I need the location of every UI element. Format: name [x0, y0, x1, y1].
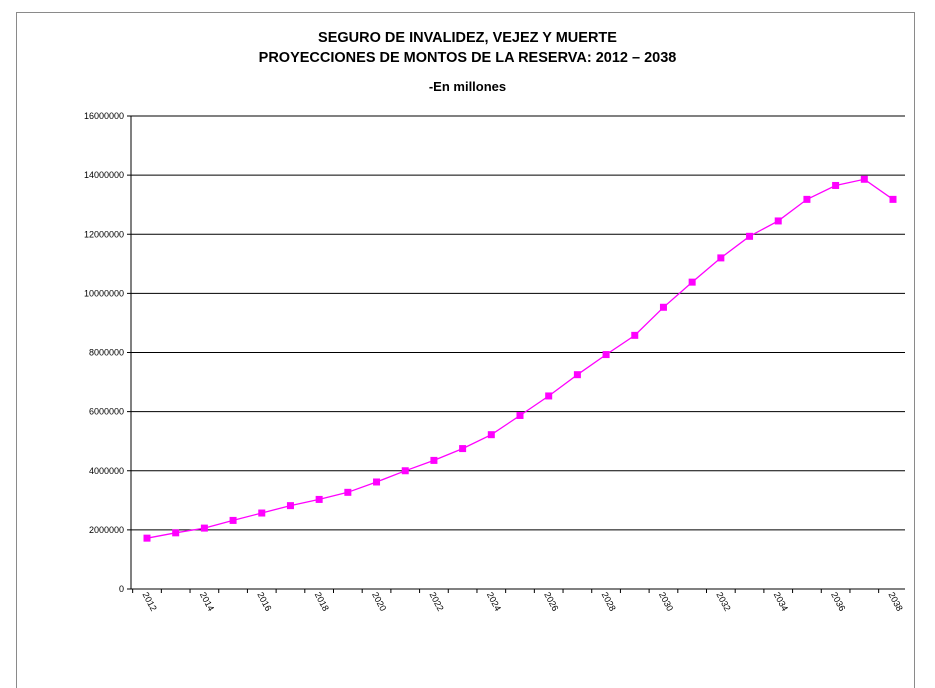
data-point: [746, 232, 754, 240]
chart-subtitle: PROYECCIONES DE MONTOS DE LA RESERVA: 20…: [258, 50, 677, 66]
data-point: [545, 392, 553, 400]
data-point: [487, 431, 495, 439]
x-tick-label: 2028: [600, 590, 618, 612]
x-tick-label: 2034: [772, 590, 790, 612]
x-tick-label: 2038: [887, 590, 905, 612]
data-point: [832, 181, 840, 189]
data-point: [315, 495, 323, 503]
gridlines: [131, 115, 905, 531]
x-axis-ticks: 2012 2014 2016 2018 2020 2022 2024 2026 2028 2030…: [132, 589, 905, 613]
y-tick-label: 0: [119, 584, 124, 594]
x-tick-label: 2026: [542, 590, 560, 612]
data-point: [286, 502, 294, 510]
chart-units-note: -En millones: [428, 79, 507, 94]
y-tick-label: 4000000: [89, 466, 124, 476]
x-tick-label: 2012: [141, 590, 159, 612]
y-tick-label: 16000000: [84, 111, 124, 121]
data-point: [516, 411, 524, 419]
data-point: [200, 524, 208, 532]
y-tick-label: 14000000: [84, 170, 124, 180]
data-point: [573, 371, 581, 379]
y-tick-label: 10000000: [84, 288, 124, 298]
series-line: [146, 178, 894, 539]
x-tick-label: 2018: [313, 590, 331, 612]
data-point: [344, 488, 352, 496]
data-point: [803, 195, 811, 203]
y-tick-label: 12000000: [84, 229, 124, 239]
x-tick-label: 2030: [657, 590, 675, 612]
x-tick-label: 2014: [198, 590, 216, 612]
x-tick-label: 2022: [427, 590, 445, 612]
data-point: [631, 331, 639, 339]
y-tick-label: 8000000: [89, 348, 124, 358]
data-point: [889, 195, 897, 203]
data-point: [659, 303, 667, 311]
x-tick-label: 2016: [255, 590, 273, 612]
data-point: [430, 456, 438, 464]
data-point: [229, 516, 237, 524]
chart-title: SEGURO DE INVALIDEZ, VEJEZ Y MUERTE: [318, 30, 617, 46]
series-group: [143, 175, 897, 542]
data-point: [401, 467, 409, 475]
data-point: [774, 217, 782, 225]
data-point: [143, 534, 151, 542]
x-tick-label: 2024: [485, 590, 503, 612]
data-point: [860, 175, 868, 183]
data-point: [172, 529, 180, 537]
x-tick-label: 2032: [714, 590, 732, 612]
y-tick-label: 6000000: [89, 407, 124, 417]
data-point: [459, 445, 467, 453]
data-point: [258, 509, 266, 517]
data-point: [602, 351, 610, 359]
data-point: [688, 278, 696, 286]
y-tick-label: 2000000: [89, 525, 124, 535]
data-point: [717, 254, 725, 262]
x-tick-label: 2020: [370, 590, 388, 612]
y-axis-ticks: 0 2000000 4000000 6000000 8000000 10000000 120…: [84, 111, 131, 594]
x-tick-label: 2036: [829, 590, 847, 612]
chart-frame: [16, 12, 915, 688]
data-point: [373, 478, 381, 486]
